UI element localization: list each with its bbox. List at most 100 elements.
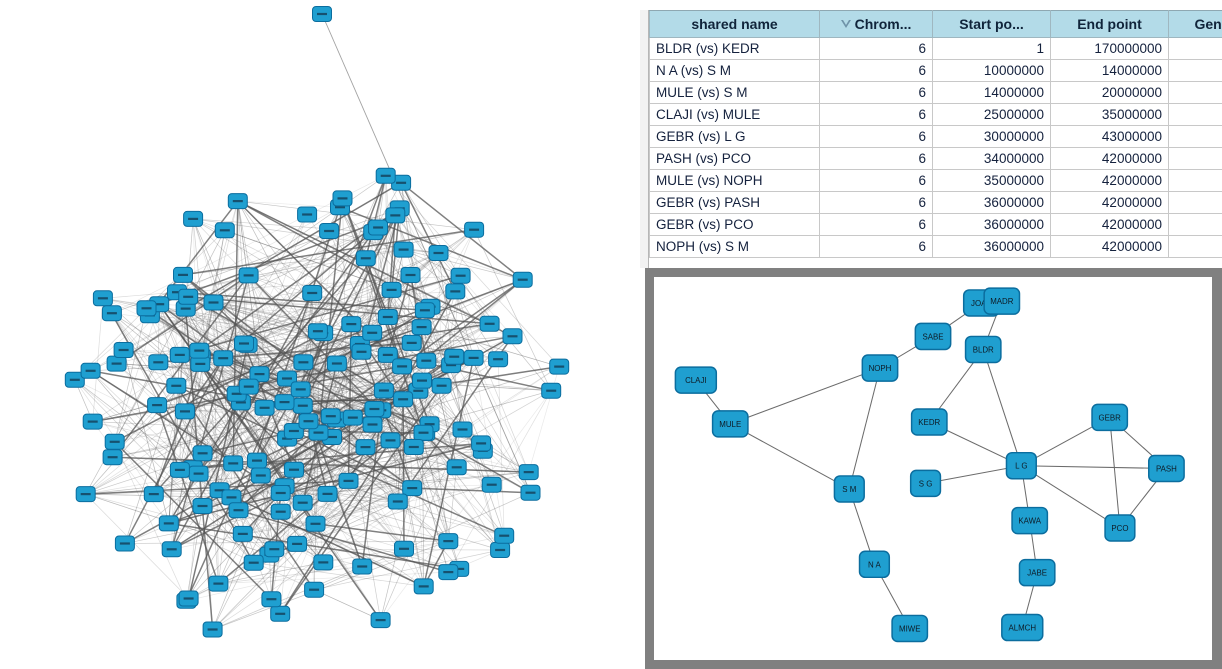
main-network-edge[interactable] — [159, 206, 341, 305]
main-network-edge[interactable] — [328, 230, 412, 344]
main-network-node[interactable] — [463, 349, 484, 366]
main-network-edge[interactable] — [92, 298, 104, 422]
main-network-edge[interactable] — [302, 408, 375, 503]
main-network-edge[interactable] — [387, 354, 399, 502]
main-network-edge[interactable] — [274, 548, 501, 551]
main-network-edge[interactable] — [222, 214, 308, 359]
table-row[interactable]: CLAJI (vs) MULE625000000350000005.9 — [649, 103, 1222, 126]
main-network-node[interactable] — [317, 485, 338, 502]
main-network-edge[interactable] — [313, 589, 381, 621]
main-network-edge[interactable] — [365, 446, 399, 502]
main-network-edge[interactable] — [400, 182, 456, 292]
main-network-edge[interactable] — [327, 466, 457, 495]
main-network-edge[interactable] — [330, 215, 396, 417]
main-network-edge[interactable] — [185, 182, 402, 309]
main-network-edge[interactable] — [156, 404, 220, 584]
main-network-edge[interactable] — [365, 175, 387, 259]
main-network-node[interactable] — [147, 397, 168, 414]
main-network-node[interactable] — [161, 541, 182, 558]
main-network-edge[interactable] — [387, 354, 552, 392]
main-network-node[interactable] — [380, 432, 401, 449]
main-network-edge[interactable] — [149, 315, 177, 386]
main-network-edge[interactable] — [158, 304, 270, 555]
main-network-edge[interactable] — [74, 379, 254, 563]
main-network-edge[interactable] — [269, 390, 419, 555]
main-network-node[interactable] — [173, 266, 193, 283]
main-network-edge[interactable] — [114, 308, 147, 442]
main-network-edge[interactable] — [111, 274, 250, 458]
main-network-edge[interactable] — [296, 480, 349, 545]
main-network-edge[interactable] — [102, 297, 248, 346]
main-network-edge[interactable] — [315, 523, 405, 550]
main-network-node[interactable] — [373, 382, 394, 399]
main-network-node[interactable] — [169, 346, 190, 363]
main-network-edge[interactable] — [362, 535, 505, 567]
main-network-edge[interactable] — [90, 370, 282, 494]
main-network-edge[interactable] — [330, 208, 401, 417]
main-network-edge[interactable] — [438, 252, 463, 430]
main-network-edge[interactable] — [149, 314, 385, 391]
main-network-node[interactable] — [393, 241, 414, 258]
main-network-node[interactable] — [234, 335, 254, 352]
main-network-edge[interactable] — [322, 333, 338, 420]
main-network-edge[interactable] — [423, 432, 505, 536]
main-network-edge[interactable] — [124, 511, 281, 544]
main-network-edge[interactable] — [424, 310, 531, 493]
main-network-node[interactable] — [445, 283, 466, 300]
main-network-node[interactable] — [189, 342, 210, 359]
main-network-edge[interactable] — [380, 390, 552, 621]
main-network-edge[interactable] — [242, 523, 316, 535]
main-network-node[interactable] — [238, 267, 259, 284]
main-network-edge[interactable] — [92, 389, 301, 422]
main-network-node[interactable] — [102, 449, 123, 466]
main-network-edge[interactable] — [394, 215, 431, 307]
table-row[interactable]: BLDR (vs) KEDR61170000000192.0 — [649, 37, 1222, 60]
main-network-edge[interactable] — [308, 343, 361, 422]
main-network-edge[interactable] — [187, 296, 531, 494]
main-network-edge[interactable] — [279, 385, 443, 615]
main-network-edge[interactable] — [218, 571, 449, 584]
main-network-node[interactable] — [438, 564, 459, 581]
main-network-node[interactable] — [307, 323, 328, 340]
main-network-edge[interactable] — [213, 302, 234, 464]
main-network-edge[interactable] — [199, 252, 439, 351]
main-network-node[interactable] — [549, 358, 570, 375]
main-network-edge[interactable] — [447, 467, 458, 542]
main-network-node[interactable] — [203, 294, 224, 311]
main-network-edge[interactable] — [85, 411, 186, 495]
main-network-edge[interactable] — [248, 275, 560, 367]
main-network-edge[interactable] — [123, 230, 330, 351]
main-network-node[interactable] — [512, 271, 533, 288]
main-network-node[interactable] — [452, 421, 473, 438]
main-network-node[interactable] — [293, 354, 314, 371]
main-network-node[interactable] — [375, 167, 396, 184]
main-network-edge[interactable] — [218, 332, 324, 584]
subnetwork-panel[interactable]: JOAK SABE NOPH CLAJI MULE S M N A MIWE MADR BLDR K… — [645, 268, 1222, 669]
table-row[interactable]: MULE (vs) S M614000000200000007.5 — [649, 81, 1222, 104]
main-network-node[interactable] — [270, 503, 291, 520]
subnetwork-node-pco[interactable]: PCO — [1104, 514, 1136, 542]
main-network-edge[interactable] — [315, 366, 560, 525]
main-network-edge[interactable] — [112, 258, 367, 458]
main-network-edge[interactable] — [387, 215, 397, 318]
main-network-node[interactable] — [400, 267, 421, 283]
main-network-node[interactable] — [352, 558, 373, 575]
main-network-node[interactable] — [178, 590, 199, 607]
main-network-edge[interactable] — [454, 291, 530, 473]
main-network-edge[interactable] — [365, 258, 404, 400]
main-network-edge[interactable] — [171, 484, 492, 550]
main-network-edge[interactable] — [321, 13, 531, 493]
subnetwork-node-noph[interactable]: NOPH — [861, 354, 899, 382]
main-network-edge[interactable] — [497, 359, 505, 536]
main-network-node[interactable] — [394, 540, 414, 557]
main-network-edge[interactable] — [315, 523, 449, 542]
main-network-edge[interactable] — [85, 378, 288, 495]
main-network-edge[interactable] — [218, 562, 324, 584]
main-network-node[interactable] — [392, 358, 413, 375]
main-network-edge[interactable] — [219, 489, 424, 587]
main-network-edge[interactable] — [192, 467, 254, 563]
main-network-edge[interactable] — [361, 410, 383, 567]
subnetwork-edge[interactable] — [1109, 417, 1121, 529]
main-network-node[interactable] — [232, 525, 253, 542]
main-network-node[interactable] — [518, 464, 539, 481]
